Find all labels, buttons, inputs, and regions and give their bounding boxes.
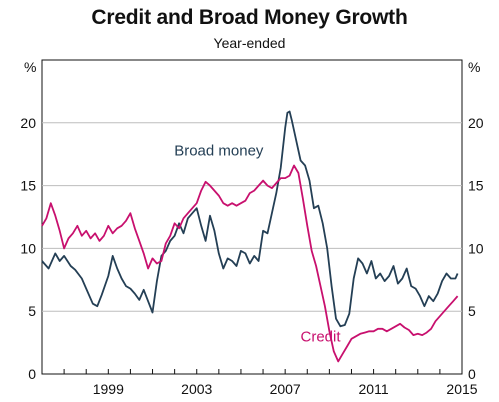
chart-title: Credit and Broad Money Growth [91,6,408,29]
x-tick-1999: 1999 [93,381,124,397]
y-tick-right-5: 5 [468,303,476,319]
plot-frame [41,59,463,375]
y-axis-right-ticks: 0 5 10 15 20 [468,115,484,382]
series-line-credit [41,164,459,363]
y-tick-right-10: 10 [468,240,484,256]
x-tick-2015: 2015 [446,381,477,397]
y-tick-left-15: 15 [20,178,36,194]
x-tick-2011: 2011 [359,381,389,397]
y-tick-right-15: 15 [468,178,484,194]
y-tick-left-0: 0 [28,366,36,382]
annotation-broad-money: Broad money [174,142,264,159]
chart-subtitle: Year-ended [213,35,286,51]
annotation-credit: Credit [301,328,342,345]
x-axis-ticks: 1999 2003 2007 2011 2015 [41,369,478,397]
series-lines [41,110,459,363]
y-tick-right-20: 20 [468,115,484,131]
y-tick-left-10: 10 [20,240,36,256]
x-tick-2003: 2003 [181,381,212,397]
y-axis-left-ticks: 0 5 10 15 20 [20,115,36,382]
x-tick-2007: 2007 [270,381,301,397]
y-unit-left: % [24,59,36,75]
y-tick-left-5: 5 [28,303,36,319]
gridlines [42,122,462,312]
y-tick-left-20: 20 [20,115,36,131]
y-tick-right-0: 0 [468,366,476,382]
series-annotations: Broad money Credit [174,142,341,345]
series-line-broad-money [41,110,459,328]
y-unit-right: % [468,59,480,75]
